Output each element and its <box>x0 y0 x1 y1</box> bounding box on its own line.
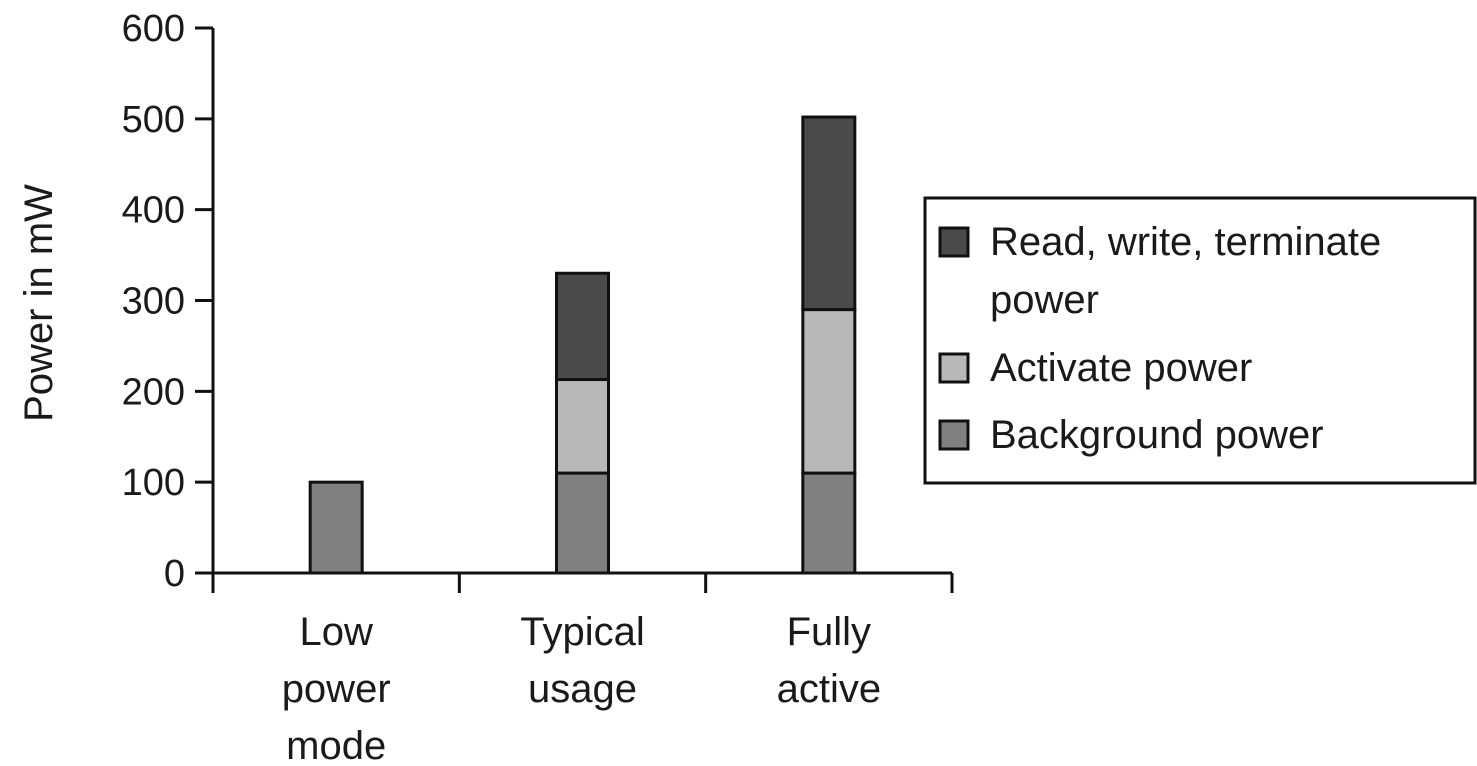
bar-segment <box>555 471 610 575</box>
y-tick-label: 300 <box>122 281 185 323</box>
y-tick-label: 500 <box>122 99 185 141</box>
y-tick-label: 100 <box>122 462 185 504</box>
y-tick-label: 600 <box>122 8 185 50</box>
bars <box>308 115 857 575</box>
bar-segment <box>801 308 857 475</box>
y-axis: 0 100 200 300 400 500 600 <box>122 8 215 595</box>
x-category-label: Low power mode <box>282 610 391 766</box>
legend-entry-label: Read, write, terminate power <box>990 220 1381 322</box>
x-category-label: Typical usage <box>520 610 645 711</box>
x-category-label-line: Low <box>299 610 372 654</box>
legend-box <box>923 196 1477 485</box>
bar-segment <box>308 480 364 575</box>
legend-swatch <box>938 226 970 258</box>
bar-segment <box>555 271 610 382</box>
x-category-label-line: Fully <box>787 610 871 654</box>
x-category-label-line: mode <box>286 724 386 766</box>
legend-entry-label-line: Read, write, terminate <box>990 220 1381 264</box>
bar-segment <box>801 471 857 575</box>
legend-entry-label: Activate power <box>990 346 1252 390</box>
y-tick-label: 200 <box>122 371 185 413</box>
bar-segment <box>801 115 857 312</box>
y-axis-label: Power in mW <box>17 184 61 422</box>
legend-entry-label-line: Background power <box>990 413 1324 457</box>
x-category-label: Fully active <box>777 610 882 711</box>
x-axis: Low power mode Typical usage Fully active <box>211 571 954 766</box>
bar-segment <box>555 378 610 475</box>
x-category-label-line: power <box>282 667 391 711</box>
y-tick-label: 400 <box>122 190 185 232</box>
x-category-label-line: usage <box>528 667 637 711</box>
y-tick-label: 0 <box>164 553 185 595</box>
legend-swatch <box>938 352 970 384</box>
legend-swatch <box>938 419 970 451</box>
x-category-label-line: Typical <box>520 610 645 654</box>
legend: Read, write, terminate power Activate powe… <box>923 196 1477 485</box>
legend-entry-label: Background power <box>990 413 1324 457</box>
x-category-label-line: active <box>777 667 882 711</box>
legend-entry-label-line: power <box>990 278 1099 322</box>
legend-entry-label-line: Activate power <box>990 346 1252 390</box>
